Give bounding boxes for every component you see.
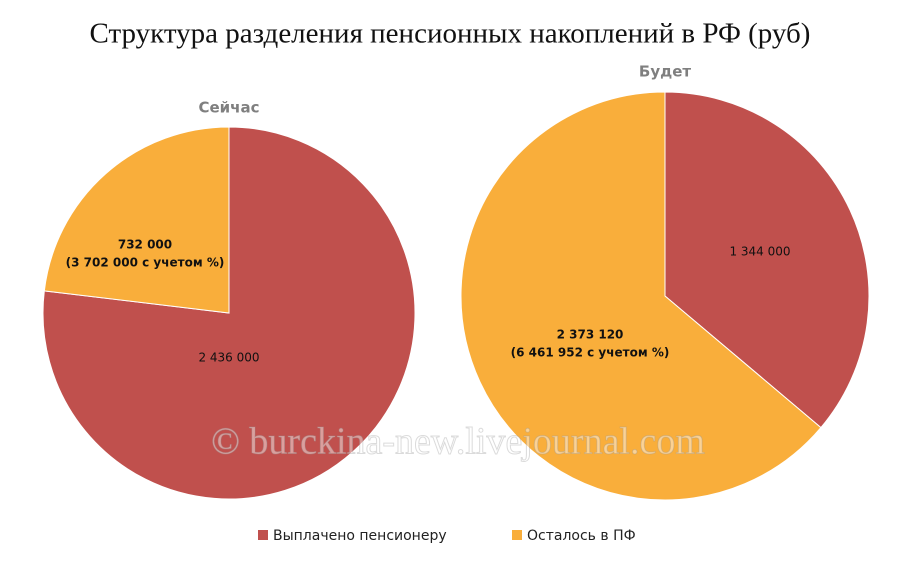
chart-title: Структура разделения пенсионных накоплен… xyxy=(90,18,811,50)
legend-label: Осталось в ПФ xyxy=(527,528,636,544)
data-label: 732 000 xyxy=(118,238,172,252)
pie-slice xyxy=(460,91,822,501)
annotation: (6 461 952 с учетом %) xyxy=(511,346,670,360)
data-label: 1 344 000 xyxy=(729,245,790,259)
pie-title: Сейчас xyxy=(198,99,259,117)
data-label: 2 436 000 xyxy=(198,351,259,365)
watermark: © burckina-new.livejournal.com xyxy=(211,421,705,463)
legend-swatch xyxy=(258,530,268,540)
pie-slice xyxy=(43,126,230,314)
annotation: (3 702 000 с учетом %) xyxy=(66,256,225,270)
legend-label: Выплачено пенсионеру xyxy=(273,528,447,544)
data-label: 2 373 120 xyxy=(557,328,624,342)
legend-swatch xyxy=(512,530,522,540)
pie-title: Будет xyxy=(639,63,691,81)
pie-slice xyxy=(664,91,870,429)
